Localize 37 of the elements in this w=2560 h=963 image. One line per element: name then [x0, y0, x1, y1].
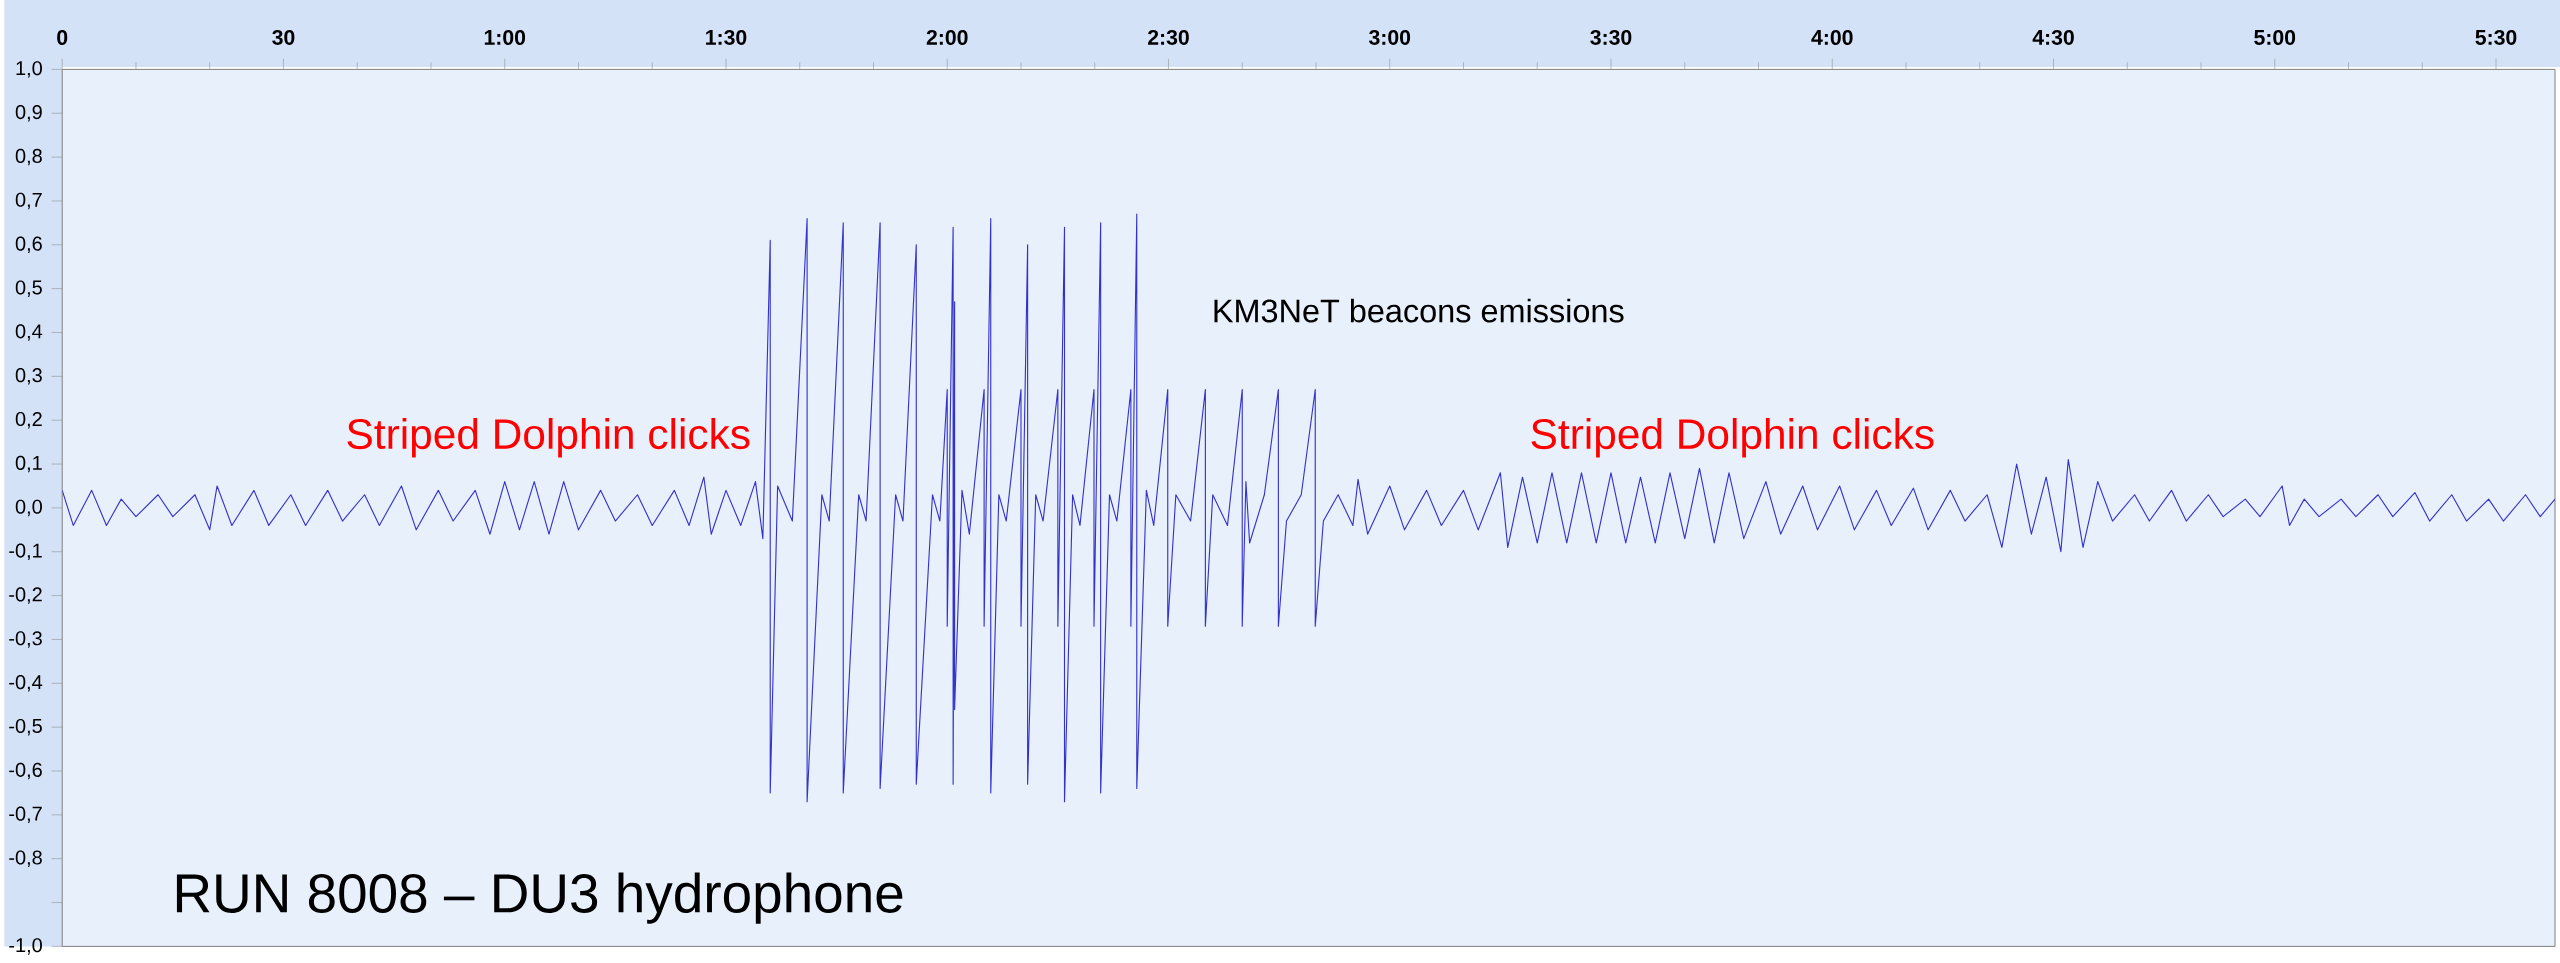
x-tick-label: 0: [57, 29, 68, 45]
x-tick-label: 2:30: [1148, 29, 1189, 45]
annotation: Striped Dolphin clicks: [347, 417, 750, 458]
y-tick-label: 0,2: [15, 411, 42, 429]
y-tick-label: 0,0: [15, 499, 42, 517]
y-tick-label: 0,9: [15, 105, 42, 122]
x-tick-label: 3:00: [1368, 29, 1411, 45]
y-tick-label: -0,5: [9, 718, 42, 736]
y-tick-label: -0,8: [9, 850, 42, 867]
x-tick-label: 5:30: [2475, 29, 2517, 45]
y-tick-label: 0,3: [15, 368, 42, 385]
x-tick-label: 4:00: [1811, 29, 1853, 45]
y-tick-label: -0,1: [9, 543, 42, 560]
y-tick-label: 0,6: [15, 236, 42, 254]
text: RUN 8008 – DU3 hydrophone: [176, 872, 903, 924]
annotation: KM3NeT beacons emissions: [1214, 298, 1624, 323]
line-series: [62, 213, 2556, 803]
y-tick-label: 1,0: [16, 61, 42, 78]
x-tick-label: 3:30: [1590, 29, 1632, 45]
y-tick-label: 0,1: [15, 455, 42, 473]
y-tick-label: -0,7: [9, 806, 42, 824]
y-tick-label: -0,6: [9, 762, 42, 780]
x-tick-label: 4:30: [2032, 29, 2074, 45]
y-tick-label: -0,3: [9, 631, 42, 648]
annotation: Striped Dolphin clicks: [1531, 417, 1934, 458]
x-tick-label: 1:30: [706, 29, 747, 45]
x-tick-label: 1:00: [484, 29, 526, 45]
y-tick-label: 0,4: [15, 324, 43, 341]
x-tick-label: 5:00: [2254, 29, 2296, 45]
x-tick-label: 2:00: [926, 29, 968, 45]
y-tick-label: 0,5: [15, 280, 42, 297]
y-tick-label: 0,8: [15, 148, 42, 166]
y-tick-label: -1,0: [9, 938, 42, 955]
y-tick-label: -0,2: [9, 587, 42, 604]
y-tick-label: -0,4: [9, 675, 43, 692]
x-tick-label: 30: [272, 29, 295, 45]
y-tick-label: 0,7: [15, 192, 42, 210]
